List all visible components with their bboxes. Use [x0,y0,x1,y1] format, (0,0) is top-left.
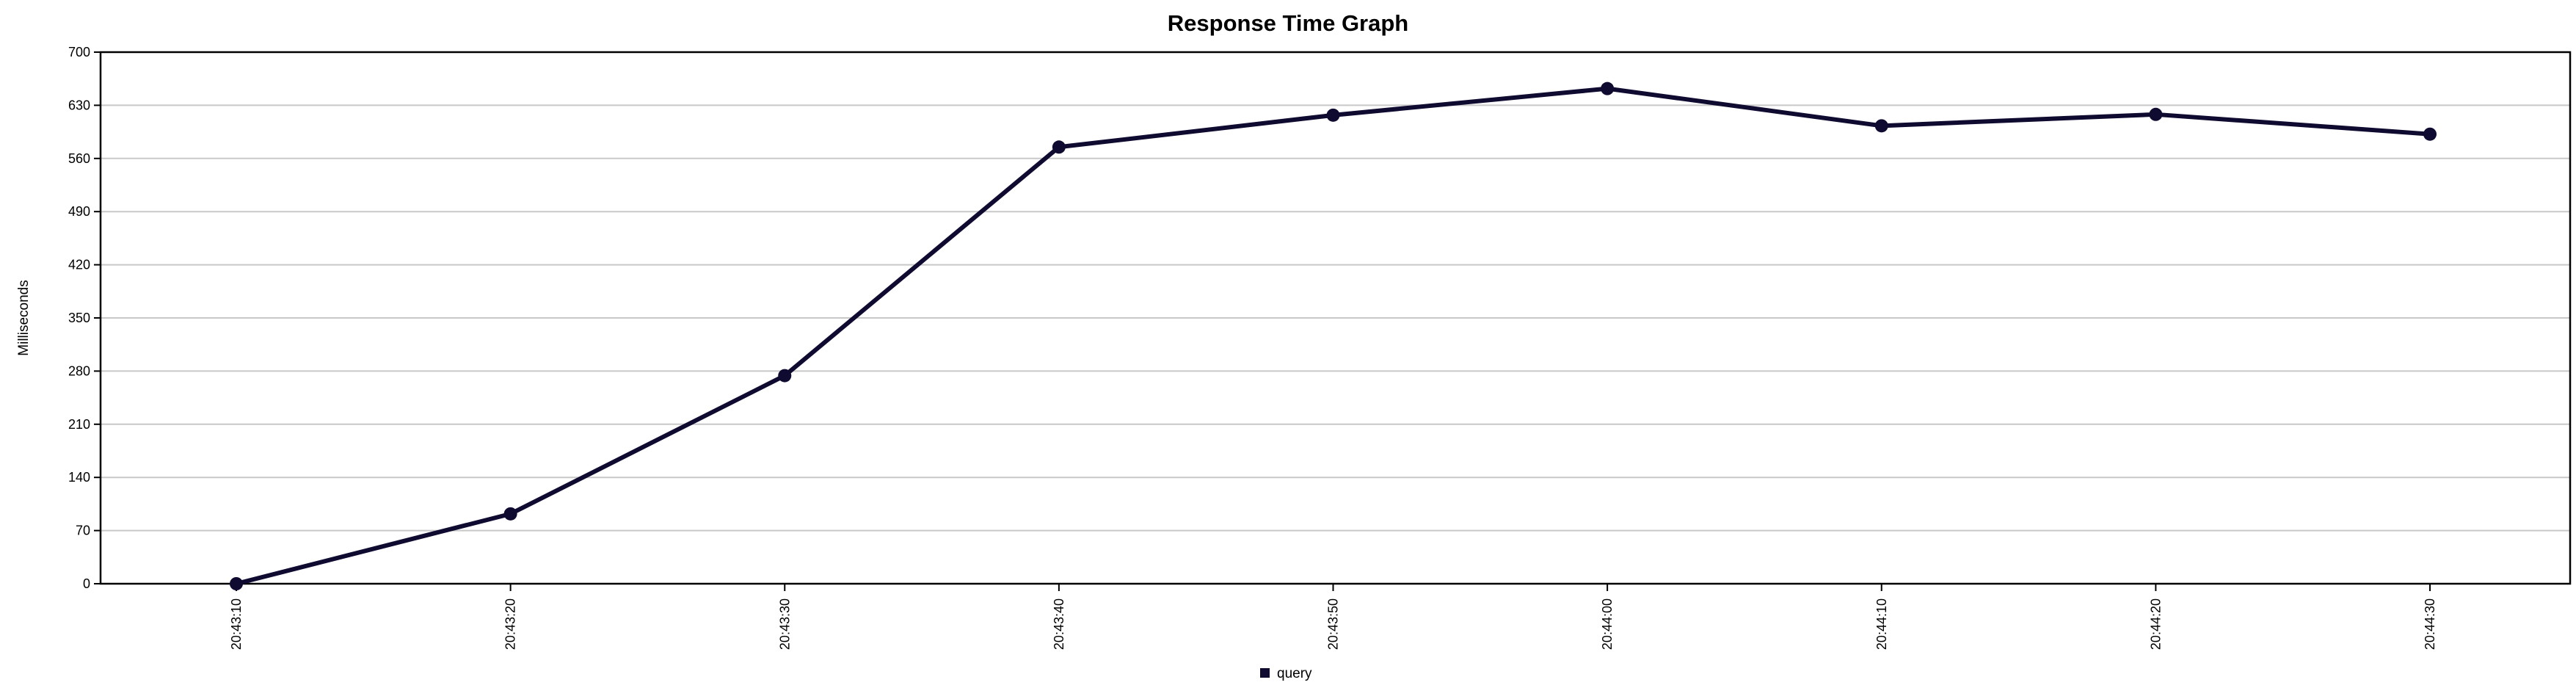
y-tick-label: 280 [68,363,90,378]
data-point [1052,140,1066,154]
y-tick-label: 350 [68,311,90,325]
x-tick-label: 20:44:30 [2423,598,2437,650]
series-layer [230,82,2437,590]
x-tick-label: 20:43:10 [229,598,244,650]
x-tick-label: 20:44:10 [1874,598,1889,650]
x-tick-label: 20:43:50 [1326,598,1341,650]
legend: query [1260,666,1312,681]
data-point [1874,119,1888,133]
grid-lines [101,104,2570,532]
y-tick-label: 700 [68,45,90,59]
legend-label-query: query [1277,666,1312,681]
data-point [230,577,243,590]
y-tick-label: 70 [76,524,90,538]
series-line-query [236,86,2431,586]
data-point [1601,82,1615,95]
x-tick-label: 20:44:00 [1600,598,1615,650]
legend-swatch-query [1260,668,1270,678]
data-point [1326,108,1340,122]
y-tick-label: 630 [68,98,90,112]
y-axis-label: Milliseconds [16,280,32,355]
x-tick-label: 20:43:40 [1052,598,1066,650]
y-tick-label: 0 [83,576,90,591]
chart-title: Response Time Graph [1168,10,1408,36]
data-point [2423,127,2437,141]
x-tick-label: 20:44:20 [2148,598,2163,650]
y-tick-label: 210 [68,417,90,432]
x-tick-label: 20:43:30 [777,598,792,650]
data-point [2149,107,2163,121]
data-point [778,369,792,383]
x-axis-ticks: 20:43:10 20:43:20 20:43:30 20:43:40 20:43:50… [229,584,2437,650]
y-axis-ticks: 0 70 140 210 280 350 420 490 560 630 700 [68,45,101,591]
y-tick-label: 560 [68,151,90,166]
y-tick-label: 420 [68,258,90,272]
y-tick-label: 140 [68,470,90,485]
y-tick-label: 490 [68,204,90,219]
plot-frame [99,51,2572,585]
x-tick-label: 20:43:20 [503,598,518,650]
data-point [503,507,517,521]
